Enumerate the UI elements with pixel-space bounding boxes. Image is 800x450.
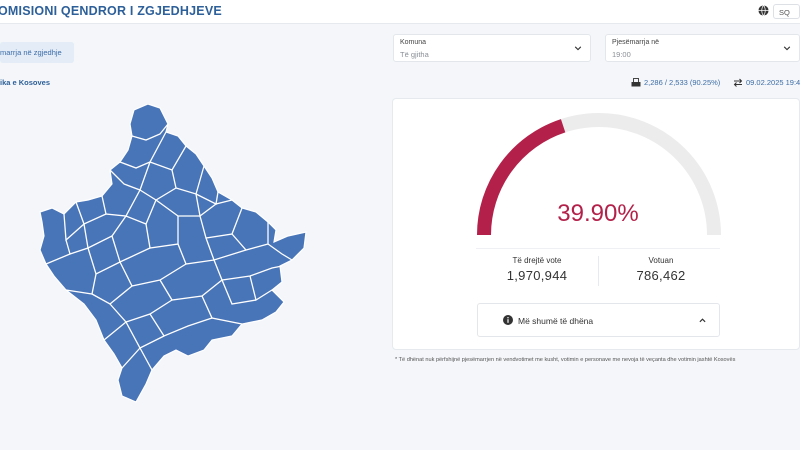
region-label: ika e Kosoves — [0, 78, 51, 87]
turnout-percentage: 39.90% — [557, 200, 639, 227]
divider — [476, 248, 720, 249]
voted-value: 786,462 — [636, 268, 686, 283]
turnout-gauge — [477, 113, 721, 236]
municipality-select[interactable]: Komuna Të gjitha — [393, 34, 591, 62]
turnout-time-select[interactable]: Pjesëmarrja në 19:00 — [605, 34, 800, 62]
chevron-up-icon — [699, 318, 706, 323]
voted-stat: Votuan 786,462 — [600, 256, 722, 283]
chevron-down-icon — [783, 46, 791, 51]
tab-turnout[interactable]: marrja në zgjedhje — [0, 42, 74, 63]
kosovo-municipalities-map[interactable] — [36, 104, 308, 404]
more-data-toggle[interactable]: Më shumë të dhëna — [477, 303, 720, 337]
more-data-label: Më shumë të dhëna — [518, 316, 594, 326]
refresh-arrows-icon — [733, 78, 743, 87]
municipality-borders — [45, 123, 293, 371]
voted-label: Votuan — [648, 256, 674, 265]
globe-icon[interactable] — [758, 5, 769, 16]
turnout-time-label: Pjesëmarrja në — [612, 39, 660, 46]
app-title[interactable]: OMISIONI QENDROR I ZGJEDHJEVE — [0, 4, 222, 18]
top-bar: OMISIONI QENDROR I ZGJEDHJEVE SQ — [0, 0, 800, 24]
last-updated-time: 09.02.2025 19:4 — [746, 78, 800, 87]
polling-stations-status: 2,286 / 2,533 (90.25%) — [631, 78, 720, 87]
municipality-value: Të gjitha — [400, 50, 429, 59]
language-select[interactable]: SQ — [773, 4, 800, 19]
eligible-voters-stat: Të drejtë vote 1,970,944 — [478, 256, 596, 283]
last-updated-status: 09.02.2025 19:4 — [733, 78, 800, 87]
footnote: * Të dhënat nuk përfshijnë pjesëmarrjen … — [395, 357, 736, 363]
divider — [598, 256, 599, 286]
turnout-time-value: 19:00 — [612, 50, 631, 59]
language-label: SQ — [779, 8, 790, 17]
gauge-fill — [477, 119, 566, 236]
info-icon — [503, 315, 513, 325]
eligible-voters-value: 1,970,944 — [506, 268, 568, 283]
map-outline[interactable] — [39, 104, 307, 403]
polling-stations-count: 2,286 / 2,533 (90.25%) — [644, 78, 721, 87]
chevron-down-icon — [574, 46, 582, 51]
eligible-voters-label: Të drejtë vote — [512, 256, 562, 265]
ballot-box-icon — [631, 78, 641, 87]
municipality-label: Komuna — [400, 39, 427, 46]
